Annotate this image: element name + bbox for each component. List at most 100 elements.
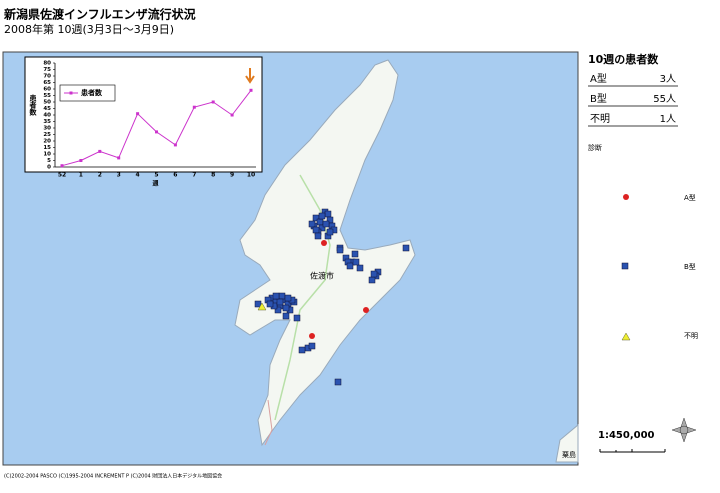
y-tick-label: 0 [47, 165, 51, 171]
point [173, 143, 177, 147]
road [274, 174, 331, 421]
y-tick-label: 25 [43, 132, 51, 138]
case-a [363, 307, 369, 313]
case-b [266, 300, 274, 308]
case-b [284, 294, 292, 302]
inset-chart [24, 56, 263, 173]
case-b [314, 232, 322, 240]
y-axis-label: 患者数 [29, 94, 38, 117]
case-a [321, 240, 327, 246]
summary-count: 55人 [653, 94, 676, 105]
case-b [293, 314, 301, 322]
case-b [308, 220, 316, 228]
point [79, 159, 83, 162]
summary-count: 3人 [660, 74, 676, 85]
case-b [308, 342, 316, 350]
y-tick-label: 50 [43, 100, 51, 106]
point [155, 130, 158, 134]
x-tick-label: 4 [136, 172, 140, 179]
title: 新潟県佐渡インフルエンザ流行状況 [3, 7, 196, 22]
case-b [370, 270, 378, 278]
case-b [276, 298, 284, 306]
summary-title: 10週の患者数 [588, 52, 659, 66]
case-points [254, 208, 410, 386]
x-tick-label: 10 [247, 172, 255, 179]
y-tick-label: 5 [47, 158, 51, 164]
legend-marker [69, 91, 73, 95]
point [136, 112, 140, 116]
x-tick-label: 9 [230, 172, 234, 179]
y-tick-label: 70 [43, 74, 51, 80]
summary-type: 不明 [590, 113, 610, 125]
y-tick-label: 30 [43, 126, 51, 132]
chart-legend [59, 84, 116, 102]
y-tick-label: 35 [43, 119, 51, 125]
case-b [298, 346, 306, 354]
symbol-b [621, 262, 629, 270]
summary-type: B型 [590, 92, 607, 105]
legend-label: 不明 [684, 332, 698, 340]
case-b [368, 276, 376, 284]
case-b [346, 262, 354, 270]
case-b [254, 300, 262, 308]
case-b [326, 228, 334, 236]
case-b [352, 258, 360, 266]
case-b [282, 312, 290, 320]
x-tick-label: 52 [58, 172, 66, 179]
legend-label: A型 [684, 193, 696, 202]
case-b [322, 220, 330, 228]
case-b [318, 212, 326, 220]
point [117, 156, 121, 160]
case-b [316, 218, 324, 226]
point [211, 100, 215, 104]
x-tick-label: 7 [192, 172, 196, 179]
y-tick-label: 80 [43, 61, 51, 67]
symbol-unknown [621, 332, 631, 341]
x-tick-label: 1 [79, 172, 83, 179]
island-label: 粟島 [562, 450, 576, 459]
y-tick-label: 65 [43, 80, 51, 86]
case-b [402, 244, 410, 252]
case-a [309, 333, 315, 339]
case-unknown [257, 302, 267, 311]
symbol-a [623, 194, 629, 200]
side-panel [579, 52, 719, 465]
case-b [351, 250, 359, 258]
case-b [324, 210, 332, 218]
scale: 1:450,000 [598, 430, 655, 441]
x-axis-label: 週 [152, 180, 159, 188]
awashima [555, 423, 579, 463]
legend-label: 患者数 [81, 88, 103, 97]
case-b [274, 306, 282, 314]
case-b [336, 246, 344, 254]
case-b [312, 226, 320, 234]
x-tick-label: 6 [173, 172, 177, 179]
y-tick-label: 10 [43, 152, 51, 158]
scale-bar [599, 449, 666, 453]
y-tick-label: 75 [43, 67, 51, 73]
legend-label: B型 [684, 262, 696, 271]
point [98, 149, 102, 153]
y-tick-label: 40 [43, 113, 51, 119]
x-tick-label: 5 [154, 172, 158, 179]
north-arrow [671, 417, 697, 443]
copyright: (C)2002-2004 PASCO (C)1995-2004 INCREMEN… [4, 473, 222, 480]
case-b [282, 304, 290, 312]
x-tick-label: 8 [211, 172, 215, 179]
summary-count: 1人 [660, 114, 676, 125]
x-tick-label: 2 [98, 172, 102, 179]
subtitle: 2008年第 10週(3月3日～3月9日) [4, 22, 174, 36]
city-label: 佐渡市 [310, 271, 334, 281]
y-tick-label: 60 [43, 87, 51, 93]
boundary [264, 399, 273, 446]
case-b [334, 378, 342, 386]
y-tick-label: 55 [43, 93, 51, 99]
point [230, 113, 234, 117]
case-b [356, 264, 364, 272]
point [249, 88, 253, 92]
case-b [278, 292, 286, 300]
y-tick-label: 15 [43, 145, 51, 151]
